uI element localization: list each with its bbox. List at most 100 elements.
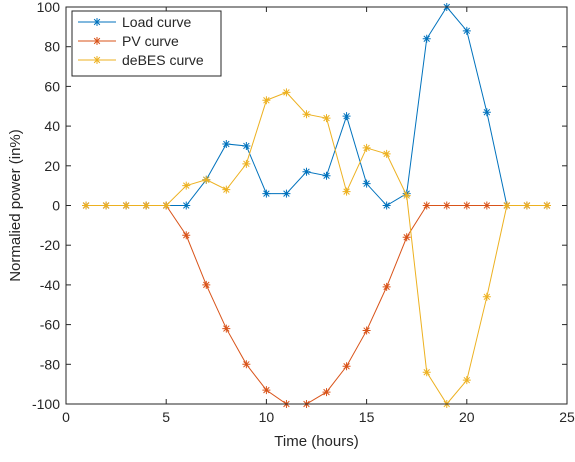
series-2-point-17 [402, 233, 411, 242]
series-1-point-6-shape [182, 201, 191, 210]
series-3-point-3-shape [122, 201, 131, 210]
series-3-point-4 [142, 201, 151, 210]
x-tick-label-0: 0 [62, 409, 70, 425]
legend-marker-1-shape [93, 18, 101, 26]
series-1-point-6 [182, 201, 191, 210]
legend-marker-2-shape [93, 37, 101, 45]
series-3-point-10 [262, 96, 271, 105]
series-2-point-10-shape [262, 386, 271, 395]
legend-item-2: PV curve [78, 33, 179, 49]
y-tick-label-4: -20 [40, 237, 60, 253]
series-3-point-7-shape [202, 175, 211, 184]
series-1-point-18 [422, 34, 431, 43]
series-2-point-7 [202, 280, 211, 289]
series-3-point-4-shape [142, 201, 151, 210]
series-2-point-19 [442, 201, 451, 210]
series-3-point-23-shape [522, 201, 531, 210]
series-2-point-6 [182, 231, 191, 240]
series-3-point-23 [522, 201, 531, 210]
series-2-point-18 [422, 201, 431, 210]
series-2-point-13 [322, 388, 331, 397]
series-2-point-9-shape [242, 360, 251, 369]
series-3-point-16-shape [382, 149, 391, 158]
series-3-point-12 [302, 110, 311, 119]
series-3-point-21 [482, 292, 491, 301]
legend-marker-2 [93, 37, 101, 45]
series-3-point-15 [362, 143, 371, 152]
series-1-point-14-shape [342, 112, 351, 121]
y-tick-label-9: 80 [44, 39, 60, 55]
y-tick-label-10: 100 [37, 0, 61, 15]
series-3-point-13 [322, 114, 331, 123]
y-tick-label-2: -60 [40, 317, 60, 333]
series-1-point-8-shape [222, 139, 231, 148]
series-3-point-13-shape [322, 114, 331, 123]
series-3-point-2-shape [102, 201, 111, 210]
series-2-point-21-shape [482, 201, 491, 210]
series-2-point-13-shape [322, 388, 331, 397]
series-3-point-16 [382, 149, 391, 158]
series-2-point-21 [482, 201, 491, 210]
series-2-point-14-shape [342, 362, 351, 371]
series-3-point-12-shape [302, 110, 311, 119]
series-3-point-18-shape [422, 368, 431, 377]
series-1-point-16-shape [382, 201, 391, 210]
legend-marker-3-shape [93, 56, 101, 64]
series-3-point-7 [202, 175, 211, 184]
series-3-point-14-shape [342, 187, 351, 196]
y-tick-label-5: 0 [52, 198, 60, 214]
series-3-point-20-shape [462, 376, 471, 385]
series-2-point-16-shape [382, 282, 391, 291]
series-2-point-18-shape [422, 201, 431, 210]
series-2-point-8-shape [222, 324, 231, 333]
legend-item-1: Load curve [78, 14, 191, 30]
series-3-point-14 [342, 187, 351, 196]
series-1-point-20-shape [462, 26, 471, 35]
series-1-point-10 [262, 189, 271, 198]
series-1-point-21-shape [482, 108, 491, 117]
series-1-point-10-shape [262, 189, 271, 198]
series-3-point-20 [462, 376, 471, 385]
series-3-point-11-shape [282, 88, 291, 97]
series-3-point-24-shape [542, 201, 551, 210]
y-axis-label: Normalied power (in%) [7, 129, 24, 282]
series-1-point-9 [242, 141, 251, 150]
series-3-point-17 [402, 191, 411, 200]
series-1-point-15-shape [362, 179, 371, 188]
series-1-point-13-shape [322, 171, 331, 180]
legend-marker-3 [93, 56, 101, 64]
series-3-point-10-shape [262, 96, 271, 105]
y-tick-label-1: -80 [40, 356, 60, 372]
series-3-point-9 [242, 159, 251, 168]
series-3-point-6-shape [182, 181, 191, 190]
series-3-point-17-shape [402, 191, 411, 200]
series-3-point-15-shape [362, 143, 371, 152]
x-tick-label-4: 20 [459, 409, 475, 425]
legend-label-3: deBES curve [122, 52, 204, 68]
x-tick-label-2: 10 [259, 409, 275, 425]
series-3-point-5 [162, 201, 171, 210]
series-1-point-11 [282, 189, 291, 198]
series-2-point-16 [382, 282, 391, 291]
series-2-point-20-shape [462, 201, 471, 210]
legend-label-2: PV curve [122, 33, 179, 49]
series-1-point-12-shape [302, 167, 311, 176]
series-2-point-17-shape [402, 233, 411, 242]
series-1-point-21 [482, 108, 491, 117]
series-3-point-8 [222, 185, 231, 194]
x-tick-label-3: 15 [359, 409, 375, 425]
series-2-point-7-shape [202, 280, 211, 289]
series-2-point-9 [242, 360, 251, 369]
legend-marker-1 [93, 18, 101, 26]
series-3-point-24 [542, 201, 551, 210]
series-2-point-8 [222, 324, 231, 333]
series-3-point-22-shape [502, 201, 511, 210]
axes-layer: 0 5 10 15 20 25 -100 -80 -60 -40 -20 0 20 40 60 80 100 [32, 0, 575, 425]
legend-item-3: deBES curve [78, 52, 204, 68]
series-3-point-1-shape [82, 201, 91, 210]
legend-label-1: Load curve [122, 14, 191, 30]
series-3-point-11 [282, 88, 291, 97]
series-1-point-18-shape [422, 34, 431, 43]
series-2-point-19-shape [442, 201, 451, 210]
